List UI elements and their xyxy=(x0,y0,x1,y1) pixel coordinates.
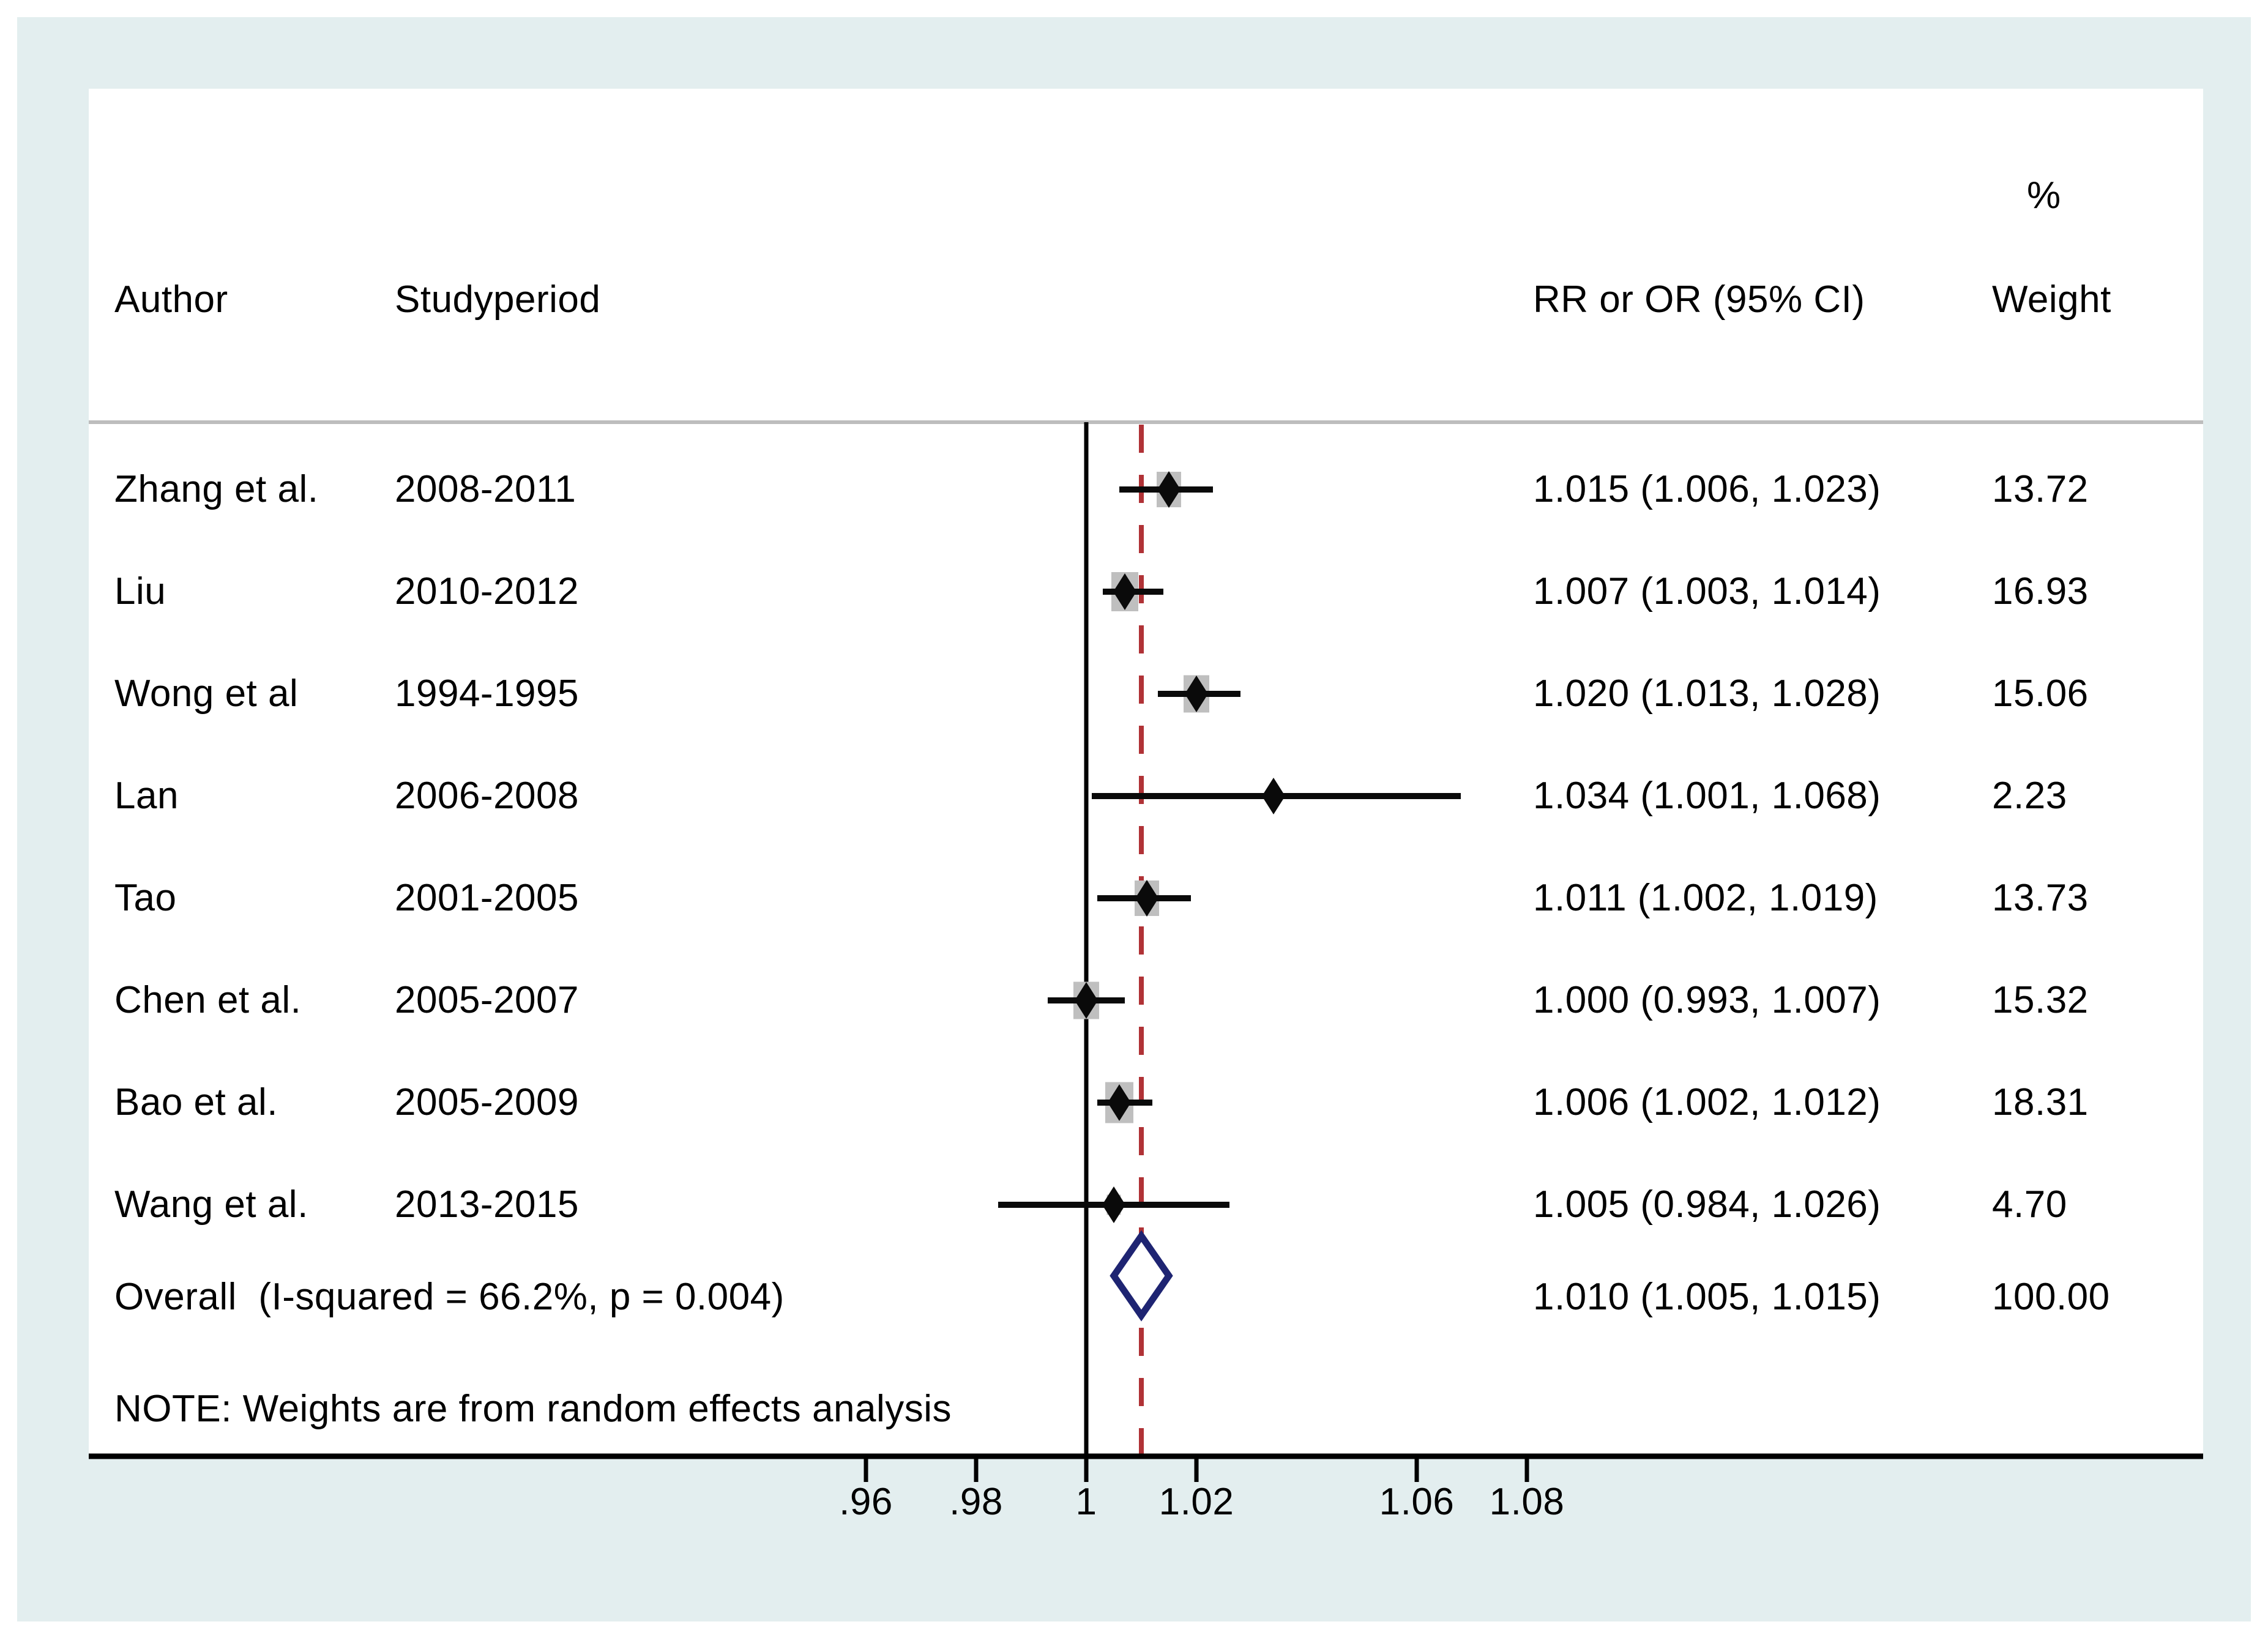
author-cell: Bao et al. xyxy=(114,1081,278,1123)
studyperiod-cell: 1994-1995 xyxy=(395,672,579,715)
column-header-weight: Weight xyxy=(1992,278,2111,321)
weight-cell: 2.23 xyxy=(1992,775,2067,817)
x-axis-tick-label: .96 xyxy=(839,1481,893,1523)
weight-cell: 15.06 xyxy=(1992,672,2089,715)
random-effects-note: NOTE: Weights are from random effects an… xyxy=(114,1388,952,1430)
pooled-diamond xyxy=(1110,1230,1173,1322)
weight-cell: 18.31 xyxy=(1992,1081,2089,1123)
x-axis-tick-label: .98 xyxy=(949,1481,1003,1523)
studyperiod-cell: 2006-2008 xyxy=(395,775,579,817)
author-cell: Wong et al xyxy=(114,672,299,715)
rr-ci-cell: 1.000 (0.993, 1.007) xyxy=(1533,979,1881,1021)
point-estimate-marker xyxy=(1075,982,1098,1019)
rr-ci-cell: 1.020 (1.013, 1.028) xyxy=(1533,672,1881,715)
column-header-percent: % xyxy=(2027,174,2061,217)
rr-ci-cell: 1.005 (0.984, 1.026) xyxy=(1533,1183,1881,1226)
point-estimate-marker xyxy=(1102,1186,1125,1223)
studyperiod-cell: 2005-2009 xyxy=(395,1081,579,1123)
studyperiod-cell: 2001-2005 xyxy=(395,877,579,919)
rr-ci-cell: 1.011 (1.002, 1.019) xyxy=(1533,877,1878,919)
point-estimate-marker xyxy=(1113,573,1136,610)
studyperiod-cell: 2010-2012 xyxy=(395,570,579,612)
point-estimate-marker xyxy=(1108,1084,1131,1121)
author-cell: Liu xyxy=(114,570,166,612)
point-estimate-marker xyxy=(1185,676,1208,712)
column-header-rr: RR or OR (95% CI) xyxy=(1533,278,1865,321)
rr-ci-cell: 1.007 (1.003, 1.014) xyxy=(1533,570,1881,612)
weight-cell: 16.93 xyxy=(1992,570,2089,612)
author-cell: Lan xyxy=(114,775,179,817)
column-header-author: Author xyxy=(114,278,228,321)
weight-cell: 15.32 xyxy=(1992,979,2089,1021)
overall-rr-value: 1.010 (1.005, 1.015) xyxy=(1533,1276,1881,1318)
author-cell: Chen et al. xyxy=(114,979,302,1021)
studyperiod-cell: 2005-2007 xyxy=(395,979,579,1021)
author-cell: Wang et al. xyxy=(114,1183,308,1226)
x-axis-tick-label: 1 xyxy=(1075,1481,1097,1523)
weight-cell: 13.72 xyxy=(1992,468,2089,510)
studyperiod-cell: 2013-2015 xyxy=(395,1183,579,1226)
author-cell: Zhang et al. xyxy=(114,468,319,510)
point-estimate-marker xyxy=(1135,880,1158,917)
plot-panel xyxy=(89,89,2203,1456)
weight-cell: 4.70 xyxy=(1992,1183,2067,1226)
overall-weight-value: 100.00 xyxy=(1992,1276,2110,1318)
overall-label: Overall (I-squared = 66.2%, p = 0.004) xyxy=(114,1276,785,1318)
x-axis-tick-label: 1.06 xyxy=(1379,1481,1455,1523)
point-estimate-marker xyxy=(1157,471,1181,508)
x-axis-tick-label: 1.02 xyxy=(1158,1481,1234,1523)
weight-cell: 13.73 xyxy=(1992,877,2089,919)
rr-ci-cell: 1.034 (1.001, 1.068) xyxy=(1533,775,1881,817)
studyperiod-cell: 2008-2011 xyxy=(395,468,576,510)
column-header-studyperiod: Studyperiod xyxy=(395,278,601,321)
rr-ci-cell: 1.006 (1.002, 1.012) xyxy=(1533,1081,1881,1123)
rr-ci-cell: 1.015 (1.006, 1.023) xyxy=(1533,468,1881,510)
author-cell: Tao xyxy=(114,877,177,919)
x-axis-tick-label: 1.08 xyxy=(1489,1481,1565,1523)
point-estimate-marker xyxy=(1262,778,1285,814)
